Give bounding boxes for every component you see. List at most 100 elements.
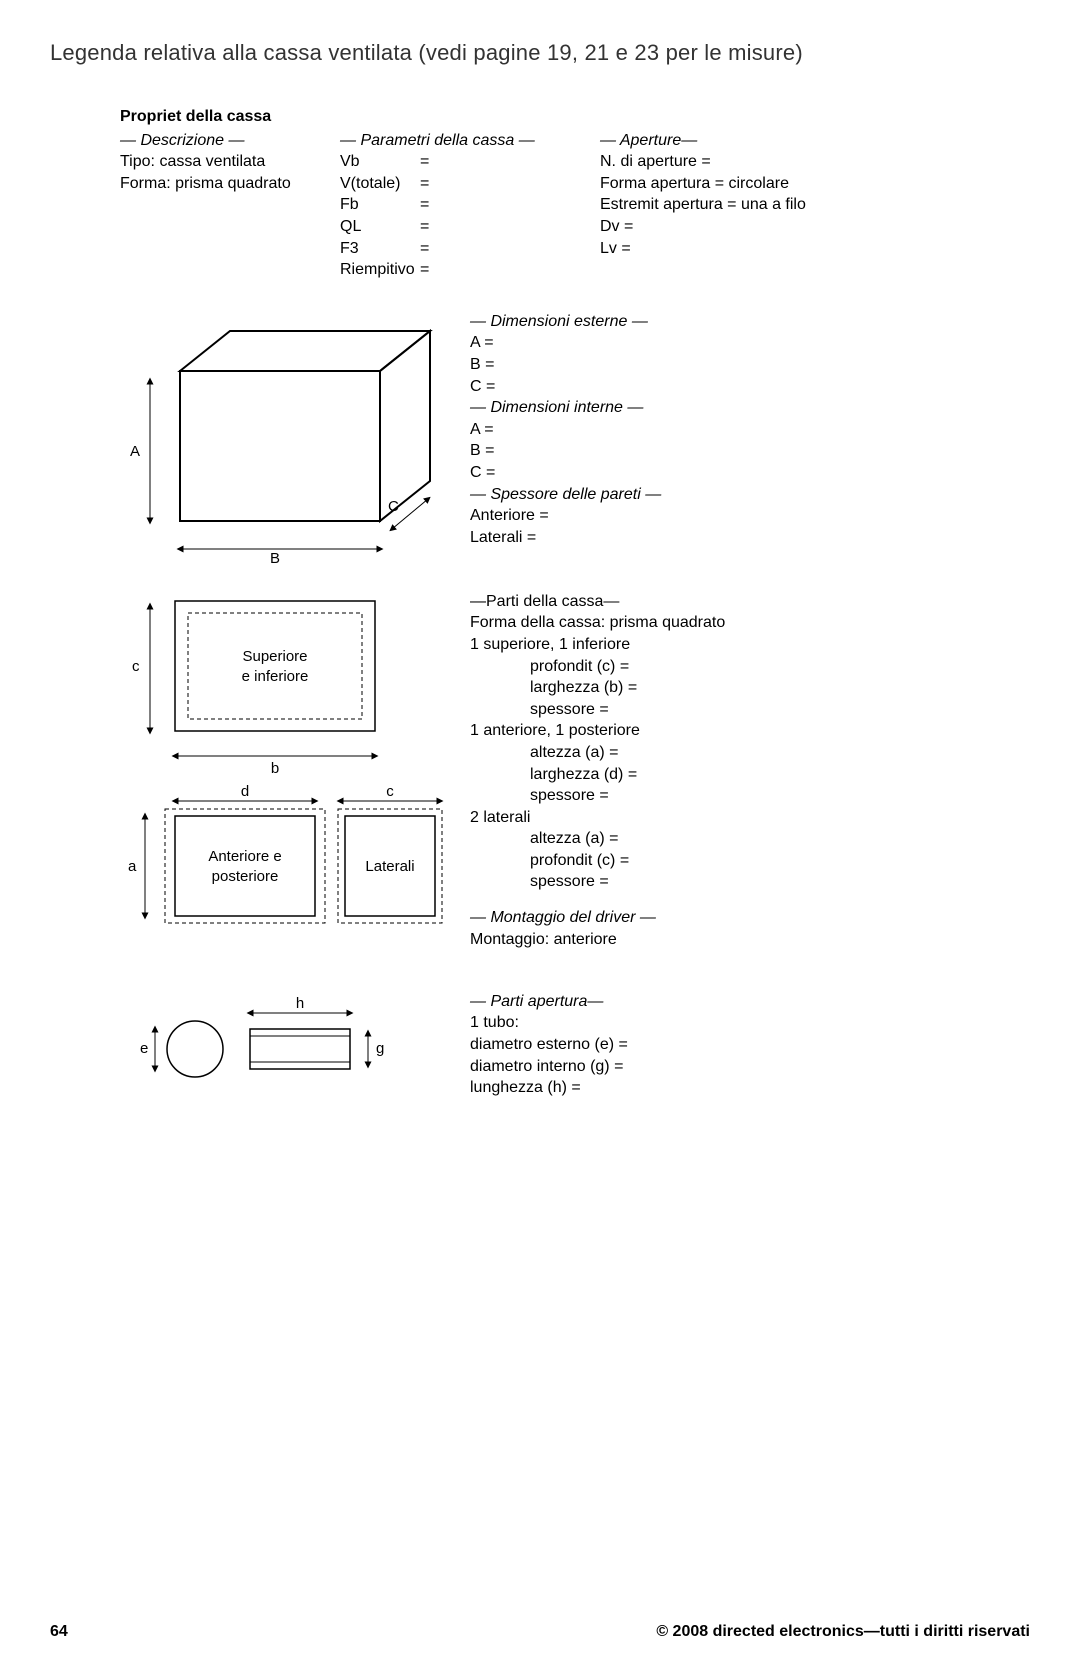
int-head: — Dimensioni interne —: [470, 397, 1030, 419]
cube-block: A B C — Dimensioni esterne — A = B = C =…: [120, 311, 1030, 571]
param-eq: =: [420, 216, 438, 238]
svg-text:B: B: [270, 550, 280, 567]
description-head: — Descrizione —: [120, 130, 320, 152]
description-type: Tipo: cassa ventilata: [120, 151, 320, 173]
wall-head: — Spessore delle pareti —: [470, 484, 1030, 506]
svg-text:C: C: [388, 498, 399, 515]
svg-text:Superiore: Superiore: [242, 648, 307, 665]
page: Legenda relativa alla cassa ventilata (v…: [0, 0, 1080, 1669]
parts-text: —Parti della cassa— Forma della cassa: p…: [450, 591, 1030, 951]
aperture-col: — Aperture— N. di aperture = Forma apert…: [600, 130, 880, 281]
svg-text:a: a: [128, 858, 137, 875]
param-label: V(totale): [340, 173, 420, 195]
content: Propriet della cassa — Descrizione — Tip…: [120, 106, 1030, 1101]
param-label: F3: [340, 238, 420, 260]
page-number: 64: [50, 1623, 68, 1641]
param-eq: =: [420, 238, 438, 260]
description-col: — Descrizione — Tipo: cassa ventilata Fo…: [120, 130, 320, 281]
frontback-label: 1 anteriore, 1 posteriore: [470, 720, 1030, 742]
cube-diagram: A B C: [120, 311, 450, 571]
param-row: V(totale)=: [340, 173, 580, 195]
frontback-item: larghezza (d) =: [470, 764, 1030, 786]
aperture-line: Lv =: [600, 238, 880, 260]
aperture-head: — Aperture—: [600, 130, 880, 152]
properties-heading: Propriet della cassa: [120, 106, 1030, 128]
svg-text:Anteriore e: Anteriore e: [208, 848, 281, 865]
param-row: F3=: [340, 238, 580, 260]
svg-text:posteriore: posteriore: [212, 868, 279, 885]
param-eq: =: [420, 151, 438, 173]
svg-text:A: A: [130, 443, 140, 460]
sides-item: profondit (c) =: [470, 850, 1030, 872]
dimensions-text: — Dimensioni esterne — A = B = C = — Dim…: [450, 311, 1030, 549]
aperture-line: Dv =: [600, 216, 880, 238]
properties-columns: — Descrizione — Tipo: cassa ventilata Fo…: [120, 130, 1030, 281]
param-label: Fb: [340, 194, 420, 216]
copyright: © 2008 directed electronics—tutti i diri…: [656, 1623, 1030, 1641]
svg-text:c: c: [386, 783, 394, 800]
wall-line: Anteriore =: [470, 505, 1030, 527]
description-shape: Forma: prisma quadrato: [120, 173, 320, 195]
driver-head: — Montaggio del driver —: [470, 907, 1030, 929]
svg-text:c: c: [132, 658, 140, 675]
param-eq: =: [420, 194, 438, 216]
vent-item: diametro esterno (e) =: [470, 1034, 1030, 1056]
param-row: Fb=: [340, 194, 580, 216]
svg-text:e: e: [140, 1040, 148, 1057]
shape-value: prisma quadrato: [175, 175, 291, 192]
svg-text:d: d: [241, 783, 249, 800]
sides-item: spessore =: [470, 871, 1030, 893]
type-label: Tipo:: [120, 153, 155, 170]
type-value: cassa ventilata: [159, 153, 265, 170]
frontback-item: spessore =: [470, 785, 1030, 807]
sides-item: altezza (a) =: [470, 828, 1030, 850]
params-col: — Parametri della cassa — Vb= V(totale)=…: [340, 130, 580, 281]
panels-block: Superiore e inferiore c b d c: [120, 591, 1030, 971]
svg-text:Laterali: Laterali: [365, 858, 414, 875]
param-row: Riempitivo=: [340, 259, 580, 281]
param-label: Riempitivo: [340, 259, 420, 281]
frontback-item: altezza (a) =: [470, 742, 1030, 764]
panels-diagram: Superiore e inferiore c b d c: [120, 591, 450, 971]
aperture-line: Estremit apertura = una a filo: [600, 194, 880, 216]
tube-label: 1 tubo:: [470, 1012, 1030, 1034]
aperture-line: N. di aperture =: [600, 151, 880, 173]
svg-text:e inferiore: e inferiore: [242, 668, 309, 685]
int-line: C =: [470, 462, 1030, 484]
footer: 64 © 2008 directed electronics—tutti i d…: [50, 1623, 1030, 1641]
wall-line: Laterali =: [470, 527, 1030, 549]
topbottom-label: 1 superiore, 1 inferiore: [470, 634, 1030, 656]
vent-item: lunghezza (h) =: [470, 1077, 1030, 1099]
parts-shape: Forma della cassa: prisma quadrato: [470, 612, 1030, 634]
svg-text:b: b: [271, 760, 279, 777]
param-row: QL=: [340, 216, 580, 238]
param-eq: =: [420, 173, 438, 195]
param-row: Vb=: [340, 151, 580, 173]
tube-block: h e g — Parti apertura— 1 tubo:: [120, 991, 1030, 1101]
tube-diagram: h e g: [120, 991, 450, 1101]
driver-mount: Montaggio: anteriore: [470, 929, 1030, 951]
page-title: Legenda relativa alla cassa ventilata (v…: [50, 40, 1030, 66]
param-label: Vb: [340, 151, 420, 173]
ext-line: C =: [470, 376, 1030, 398]
shape-label: Forma:: [120, 175, 171, 192]
svg-text:g: g: [376, 1040, 384, 1057]
ext-line: B =: [470, 354, 1030, 376]
svg-text:h: h: [296, 995, 304, 1012]
ext-head: — Dimensioni esterne —: [470, 311, 1030, 333]
vent-text: — Parti apertura— 1 tubo: diametro ester…: [450, 991, 1030, 1099]
aperture-line: Forma apertura = circolare: [600, 173, 880, 195]
int-line: A =: [470, 419, 1030, 441]
sides-label: 2 laterali: [470, 807, 1030, 829]
params-head: — Parametri della cassa —: [340, 130, 580, 152]
param-eq: =: [420, 259, 438, 281]
parts-head: —Parti della cassa—: [470, 591, 1030, 613]
param-label: QL: [340, 216, 420, 238]
int-line: B =: [470, 440, 1030, 462]
vent-head: — Parti apertura—: [470, 991, 1030, 1013]
vent-item: diametro interno (g) =: [470, 1056, 1030, 1078]
ext-line: A =: [470, 332, 1030, 354]
topbottom-item: profondit (c) =: [470, 656, 1030, 678]
topbottom-item: spessore =: [470, 699, 1030, 721]
topbottom-item: larghezza (b) =: [470, 677, 1030, 699]
